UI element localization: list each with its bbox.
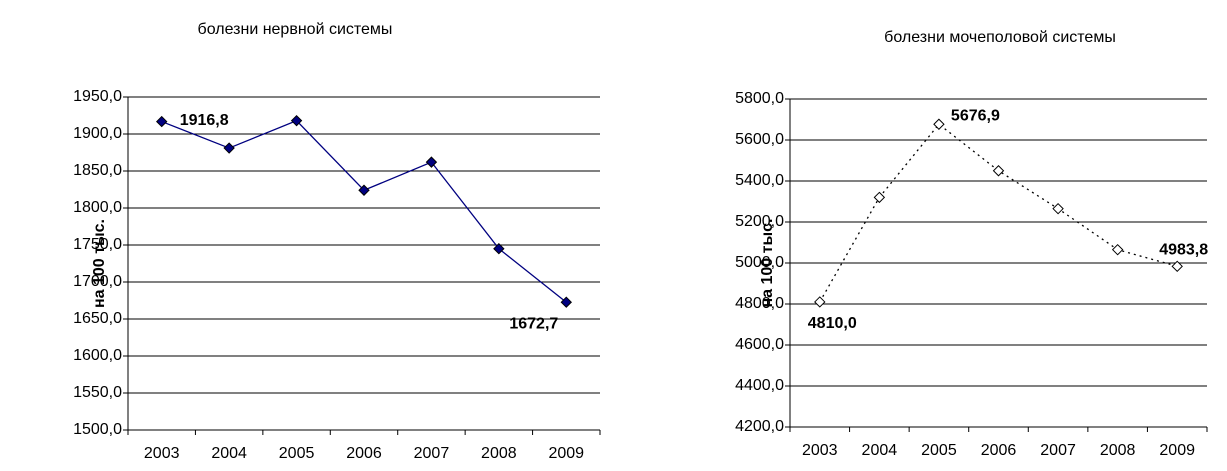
y-tick-label: 5400,0 [735,172,784,189]
series-line [161,119,567,303]
x-tick-label: 2006 [981,442,1017,459]
x-tick-label: 2004 [211,445,247,462]
data-label: 1916,8 [180,112,229,129]
x-tick-label: 2005 [921,442,957,459]
marker [1171,260,1183,273]
marker [560,296,572,308]
series-line [819,123,1178,303]
marker [814,296,826,308]
y-tick-label: 1900,0 [73,125,122,142]
y-tick-label: 5600,0 [735,131,784,148]
chart-title: болезни нервной системы [198,21,393,38]
marker [992,165,1005,177]
y-tick-label: 1850,0 [73,162,122,179]
y-tick-label: 1600,0 [73,347,122,364]
marker [873,191,886,204]
y-tick-label: 1550,0 [73,384,122,401]
x-tick-label: 2007 [1040,442,1076,459]
y-tick-label: 1800,0 [73,199,122,216]
x-tick-label: 2004 [862,442,898,459]
y-tick-label: 1650,0 [73,310,122,327]
y-tick-label: 5800,0 [735,90,784,107]
marker [358,184,370,196]
y-axis-title: на 100 тыс. [91,219,108,308]
marker [223,142,235,154]
y-tick-label: 4400,0 [735,377,784,394]
y-tick-label: 1700,0 [73,273,122,290]
marker [425,156,438,168]
x-tick-label: 2009 [548,445,584,462]
chart-title: болезни мочеполовой системы [884,29,1116,46]
y-tick-label: 4600,0 [735,336,784,353]
x-tick-label: 2003 [802,442,838,459]
x-tick-label: 2003 [144,445,180,462]
data-label: 4983,8 [1159,242,1208,259]
marker [493,242,505,255]
y-tick-label: 1950,0 [73,88,122,105]
y-tick-label: 1750,0 [73,236,122,253]
data-label: 4810,0 [808,315,857,332]
x-tick-label: 2007 [414,445,450,462]
marker [290,114,303,127]
y-tick-label: 5000,0 [735,254,784,271]
x-tick-label: 2008 [1100,442,1136,459]
x-tick-label: 2006 [346,445,382,462]
x-tick-label: 2008 [481,445,517,462]
y-axis-title: на 100 тыс. [759,219,776,308]
marker [156,115,168,128]
marker [1052,202,1064,215]
marker [1111,243,1124,256]
data-label: 1672,7 [509,315,558,332]
y-tick-label: 5200,0 [735,213,784,230]
data-label: 5676,9 [951,107,1000,124]
y-tick-label: 4200,0 [735,418,784,435]
y-tick-label: 4800,0 [735,295,784,312]
marker [933,118,945,130]
y-tick-label: 1500,0 [73,421,122,438]
x-tick-label: 2005 [279,445,315,462]
x-tick-label: 2009 [1159,442,1195,459]
